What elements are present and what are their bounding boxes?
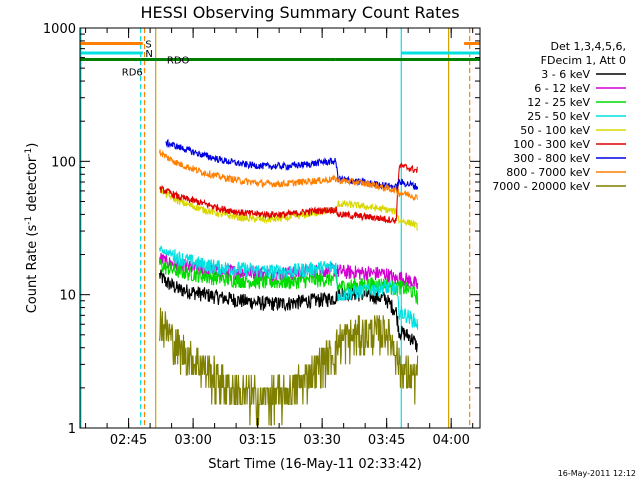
legend-label-5: 100 - 300 keV: [513, 138, 590, 151]
status-label-rd6: RD6: [122, 68, 143, 79]
y-tick-label-3: 1000: [43, 22, 76, 37]
series-line-8: [159, 307, 419, 426]
plot-frame: [79, 27, 481, 429]
status-label-s: S: [145, 40, 151, 51]
legend-label-8: 7000 - 20000 keV: [492, 180, 590, 193]
legend-label-3: 25 - 50 keV: [527, 110, 590, 123]
x-tick-label-3: 03:30: [303, 433, 340, 448]
y-tick-label-2: 100: [51, 155, 76, 170]
legend-label-6: 300 - 800 keV: [513, 152, 590, 165]
x-tick-label-4: 03:45: [368, 433, 405, 448]
legend: Det 1,3,4,5,6, FDecim 1, Att 0 3 - 6 keV…: [492, 40, 626, 193]
legend-header-1: Det 1,3,4,5,6,: [550, 40, 626, 53]
legend-label-1: 6 - 12 keV: [534, 82, 590, 95]
axis-ticks: 1 10 100 1000 02:45 03:00 03:15 03:30 03:45 04:00: [43, 22, 480, 448]
series-line-7: [159, 149, 419, 202]
series-line-3: [159, 245, 419, 330]
chart-title: HESSI Observing Summary Count Rates: [140, 3, 459, 22]
legend-label-7: 800 - 7000 keV: [506, 166, 590, 179]
series-line-6: [165, 138, 419, 192]
legend-label-2: 12 - 25 keV: [527, 96, 590, 109]
x-axis-label: Start Time (16-May-11 02:33:42): [208, 457, 422, 472]
timestamp: 16-May-2011 12:12: [558, 469, 636, 478]
y-axis-label: Count Rate (s-1 detector-1): [24, 143, 40, 314]
legend-label-0: 3 - 6 keV: [541, 68, 590, 81]
status-label-rdo: RDO: [167, 56, 190, 67]
legend-header-2: FDecim 1, Att 0: [541, 54, 626, 67]
series-line-5: [159, 162, 418, 224]
legend-label-4: 50 - 100 keV: [520, 124, 590, 137]
x-tick-label-1: 03:00: [174, 433, 211, 448]
x-tick-label-0: 02:45: [110, 433, 147, 448]
y-tick-label-0: 1: [68, 422, 76, 437]
x-tick-label-5: 04:00: [432, 433, 469, 448]
series-line-0: [159, 269, 419, 353]
series-line-4: [159, 185, 419, 231]
x-tick-label-2: 03:15: [239, 433, 276, 448]
status-label-n: N: [145, 49, 152, 60]
y-tick-label-1: 10: [59, 289, 76, 304]
